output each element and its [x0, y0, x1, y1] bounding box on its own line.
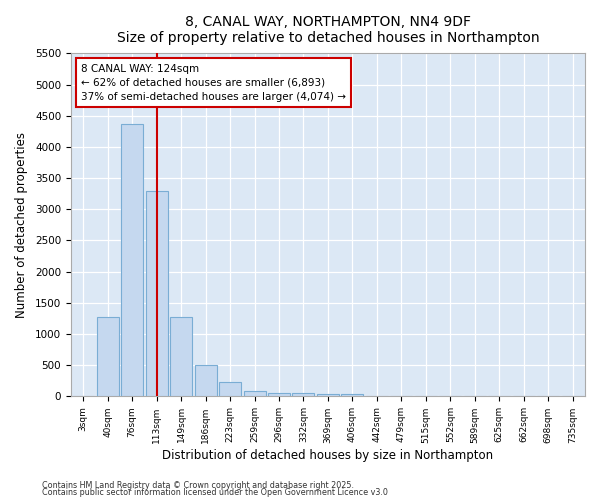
Bar [292, 394, 314, 396]
Bar [121, 124, 143, 396]
Bar [268, 392, 290, 396]
Text: Contains public sector information licensed under the Open Government Licence v3: Contains public sector information licen… [42, 488, 388, 497]
Bar [146, 190, 167, 396]
Bar [194, 366, 217, 396]
Bar [170, 316, 192, 396]
Bar [244, 391, 266, 396]
Y-axis label: Number of detached properties: Number of detached properties [15, 132, 28, 318]
Bar [97, 317, 119, 396]
Text: 8 CANAL WAY: 124sqm
← 62% of detached houses are smaller (6,893)
37% of semi-det: 8 CANAL WAY: 124sqm ← 62% of detached ho… [81, 64, 346, 102]
Bar [341, 394, 364, 396]
Bar [219, 382, 241, 396]
Text: Contains HM Land Registry data © Crown copyright and database right 2025.: Contains HM Land Registry data © Crown c… [42, 480, 354, 490]
X-axis label: Distribution of detached houses by size in Northampton: Distribution of detached houses by size … [163, 450, 494, 462]
Bar [317, 394, 339, 396]
Title: 8, CANAL WAY, NORTHAMPTON, NN4 9DF
Size of property relative to detached houses : 8, CANAL WAY, NORTHAMPTON, NN4 9DF Size … [116, 15, 539, 45]
